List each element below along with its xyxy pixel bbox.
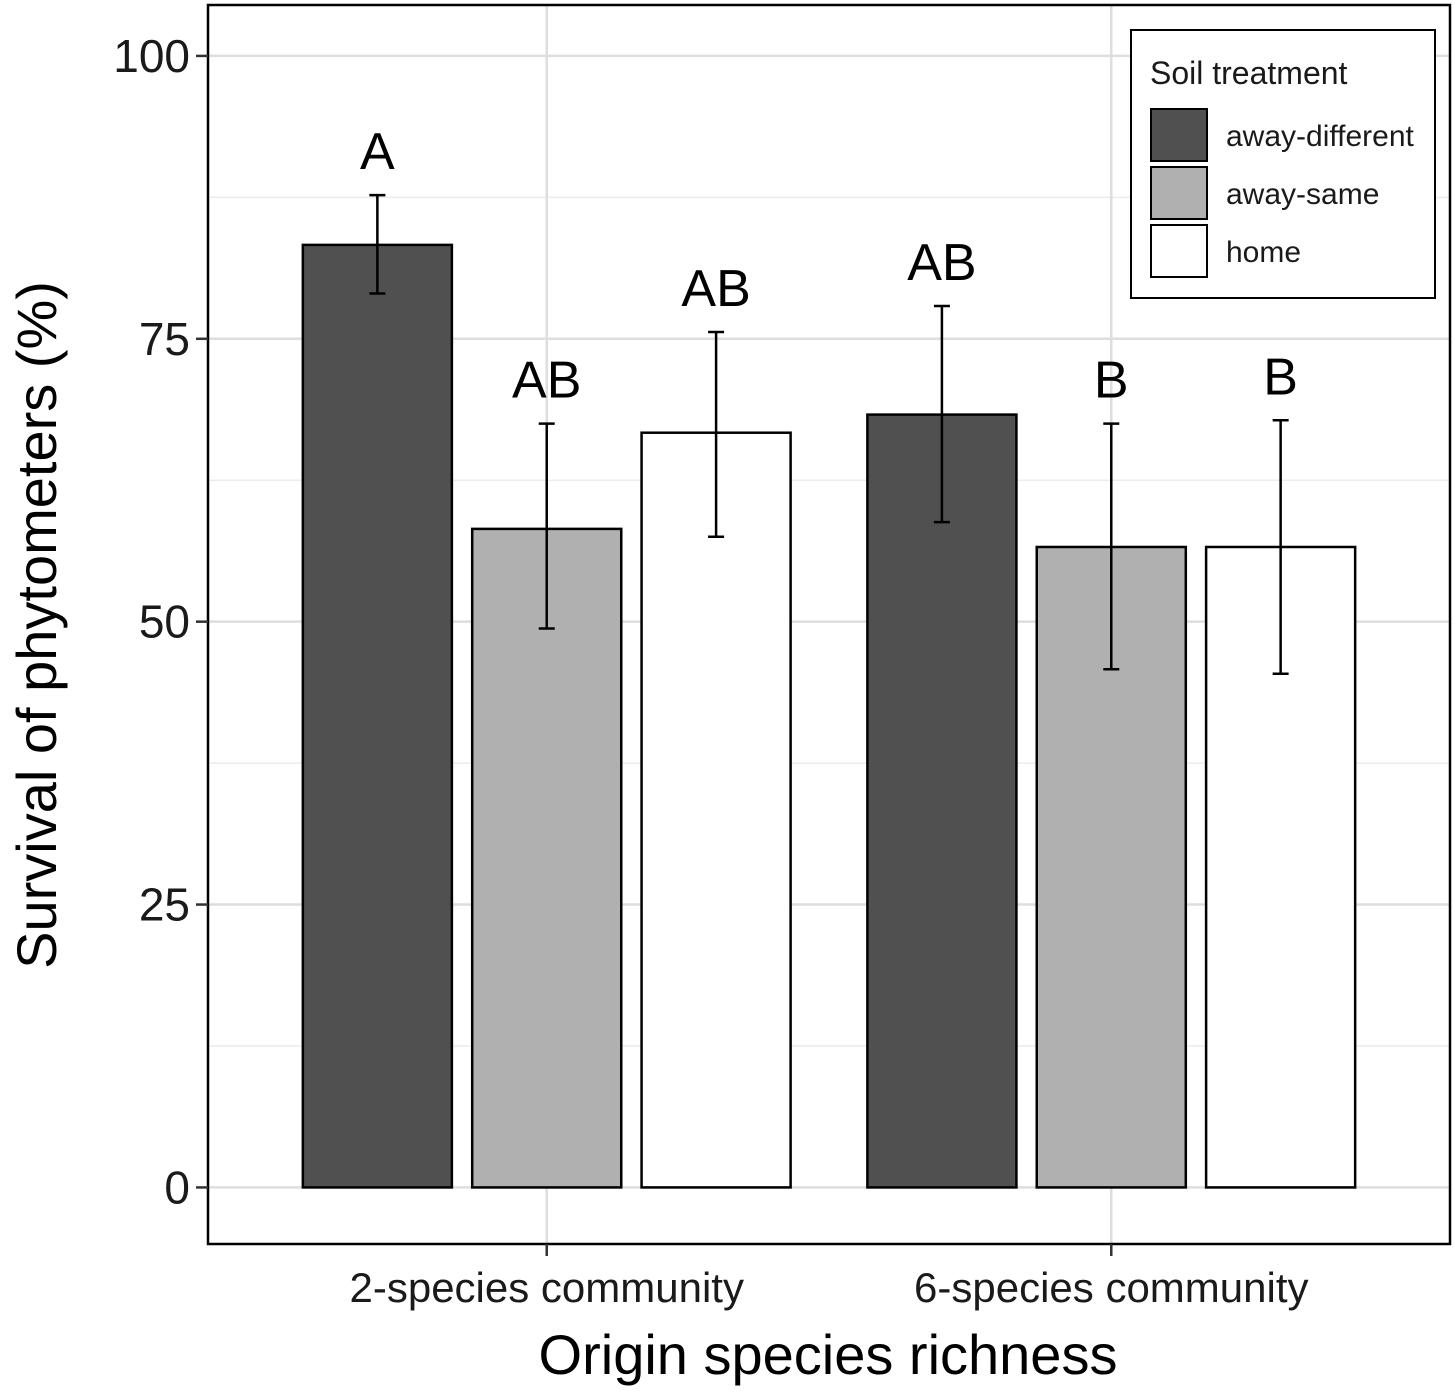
plot-frame bbox=[206, 3, 1452, 1246]
significance-letters: A AB AB B AB B bbox=[360, 123, 1298, 410]
significance-letter: AB bbox=[681, 260, 750, 318]
legend-title: Soil treatment bbox=[1150, 55, 1348, 91]
legend-label: home bbox=[1226, 236, 1301, 269]
y-tick-label: 50 bbox=[139, 596, 190, 648]
legend-label: away-same bbox=[1226, 178, 1379, 211]
bar bbox=[470, 527, 623, 1189]
legend: Soil treatment away-different away-same ho… bbox=[1130, 29, 1436, 299]
bar bbox=[640, 431, 792, 1189]
significance-letter: B bbox=[1263, 348, 1298, 406]
legend-key bbox=[1150, 224, 1208, 278]
y-tick-label: 100 bbox=[113, 30, 190, 82]
bar bbox=[301, 243, 454, 1189]
significance-letter: AB bbox=[907, 234, 976, 292]
y-axis-ticks: 0 25 50 75 100 bbox=[113, 30, 208, 1213]
x-axis-ticks: 2-species community 6-species community bbox=[349, 1244, 1309, 1311]
error-bars bbox=[369, 193, 1289, 675]
legend-label: away-different bbox=[1226, 120, 1415, 153]
x-axis-title: Origin species richness bbox=[539, 1323, 1118, 1386]
significance-letter: AB bbox=[512, 352, 581, 410]
bar bbox=[866, 413, 1018, 1189]
y-tick-label: 25 bbox=[139, 879, 190, 931]
significance-letter: B bbox=[1094, 352, 1129, 410]
significance-letter: A bbox=[360, 123, 395, 181]
legend-key bbox=[1150, 166, 1208, 220]
legend-key bbox=[1150, 108, 1208, 162]
x-tick-label: 6-species community bbox=[914, 1264, 1308, 1311]
x-tick-label: 2-species community bbox=[349, 1264, 743, 1311]
y-axis-title: Survival of phytometers (%) bbox=[5, 281, 68, 969]
bars bbox=[301, 243, 1357, 1189]
y-tick-label: 0 bbox=[164, 1161, 190, 1213]
y-tick-label: 75 bbox=[139, 313, 190, 365]
